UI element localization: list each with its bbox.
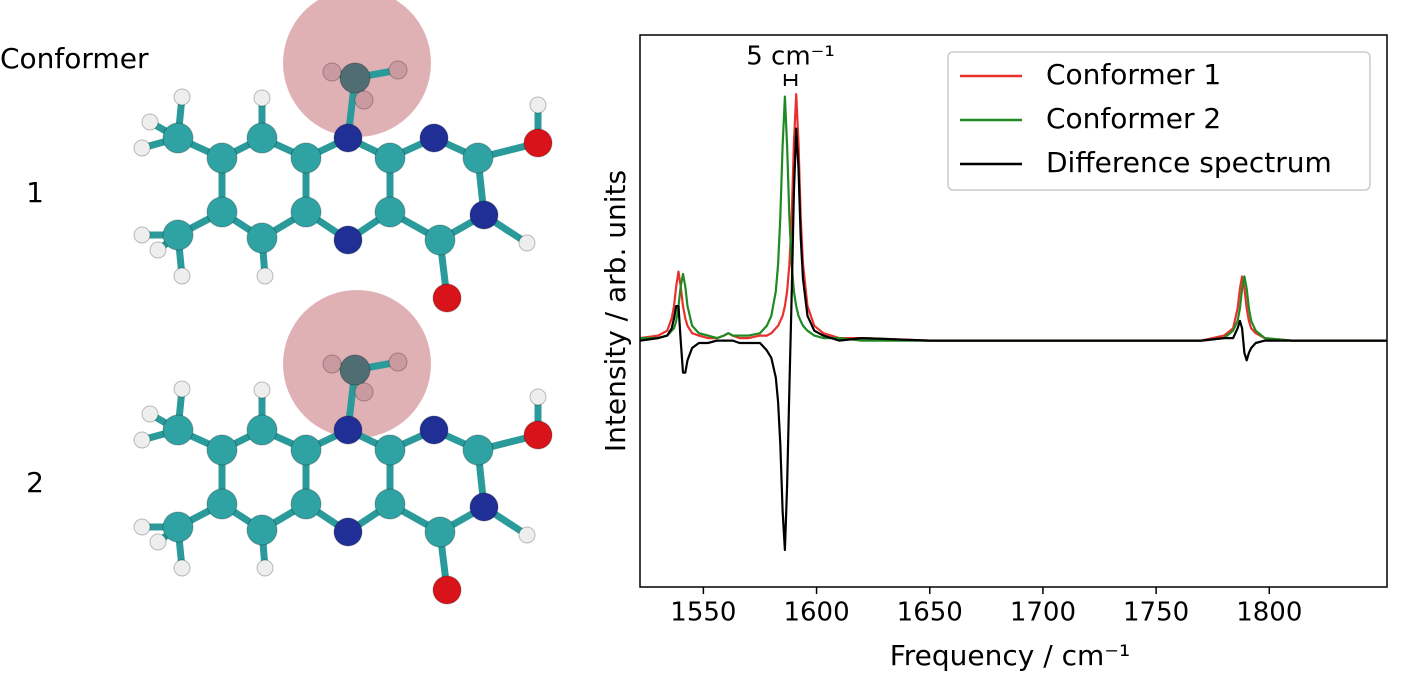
atom: [432, 283, 462, 313]
atom: [133, 139, 151, 157]
atom: [388, 60, 408, 80]
atom: [469, 492, 499, 522]
atom: [432, 575, 462, 605]
atom: [256, 559, 274, 577]
atom: [529, 388, 547, 406]
annotation-text: 5 cm⁻¹: [746, 42, 835, 72]
atom: [419, 123, 449, 153]
atom: [374, 196, 406, 228]
atom: [253, 89, 271, 107]
atom: [462, 142, 494, 174]
atom: [290, 196, 322, 228]
atom: [523, 420, 553, 450]
atom: [290, 142, 322, 174]
atom: [469, 200, 499, 230]
atom: [419, 415, 449, 445]
atom: [173, 559, 191, 577]
molecule: [133, 0, 553, 313]
atom: [173, 88, 191, 106]
y-axis-label: Intensity / arb. units: [599, 170, 632, 452]
atom: [162, 219, 194, 251]
atom: [424, 224, 456, 256]
atom: [162, 414, 194, 446]
x-tick-label: 1800: [1236, 598, 1302, 628]
atom: [322, 354, 342, 374]
atom: [246, 414, 278, 446]
x-tick-label: 1750: [1123, 598, 1189, 628]
atom: [141, 405, 159, 423]
atom: [462, 434, 494, 466]
atom: [246, 222, 278, 254]
atom: [133, 226, 151, 244]
conformer-label: 1: [26, 176, 44, 209]
atom: [149, 533, 167, 551]
atom: [322, 62, 342, 82]
atom: [133, 518, 151, 536]
atom: [518, 526, 536, 544]
atom: [133, 431, 151, 449]
atom: [523, 128, 553, 158]
legend-label: Difference spectrum: [1046, 146, 1332, 179]
legend-label: Conformer 2: [1046, 102, 1221, 135]
atom: [354, 382, 374, 402]
atom: [374, 488, 406, 520]
series-line: [640, 95, 1387, 342]
atom: [333, 123, 363, 153]
annotation-bracket: [783, 74, 798, 86]
atom: [206, 142, 238, 174]
conformer-heading: Conformer: [0, 42, 149, 75]
atom: [246, 514, 278, 546]
atom: [333, 517, 363, 547]
atom: [518, 234, 536, 252]
atom: [374, 142, 406, 174]
atom: [206, 196, 238, 228]
atom: [290, 434, 322, 466]
series-line: [639, 127, 1387, 552]
atom: [256, 267, 274, 285]
atom: [290, 488, 322, 520]
x-tick-label: 1550: [670, 598, 736, 628]
atom: [354, 90, 374, 110]
x-tick-label: 1650: [897, 598, 963, 628]
legend-box: [947, 51, 1371, 191]
atom: [339, 62, 371, 94]
x-tick-label: 1600: [783, 598, 849, 628]
atom: [388, 352, 408, 372]
atom: [246, 122, 278, 154]
atom: [162, 511, 194, 543]
atom: [253, 381, 271, 399]
plot-frame: [639, 34, 1388, 588]
atom: [529, 96, 547, 114]
x-axis-label: Frequency / cm⁻¹: [890, 639, 1131, 672]
atom: [173, 267, 191, 285]
atom: [149, 241, 167, 259]
molecule: [133, 290, 553, 605]
atom: [206, 434, 238, 466]
conformer-label: 2: [26, 466, 44, 499]
atom: [141, 113, 159, 131]
molecules: [133, 0, 553, 605]
atom: [333, 415, 363, 445]
atom: [339, 354, 371, 386]
legend-label: Conformer 1: [1046, 58, 1221, 91]
x-tick-label: 1700: [1010, 598, 1076, 628]
atom: [333, 225, 363, 255]
series-line: [639, 93, 1387, 342]
atom: [374, 434, 406, 466]
atom: [162, 122, 194, 154]
atom: [424, 516, 456, 548]
atom: [173, 380, 191, 398]
atom: [206, 488, 238, 520]
